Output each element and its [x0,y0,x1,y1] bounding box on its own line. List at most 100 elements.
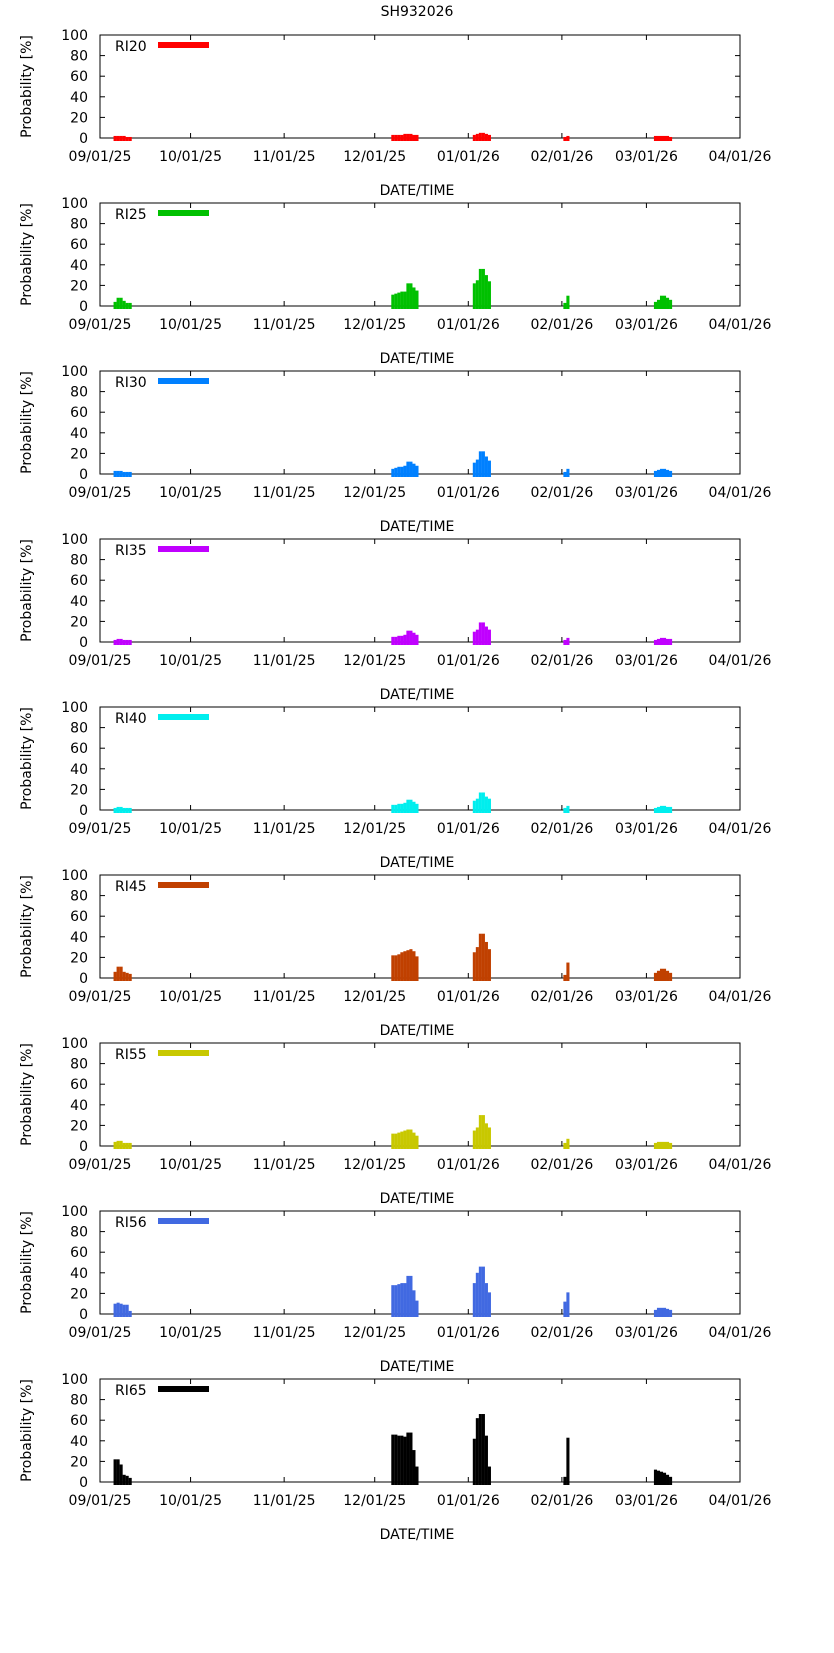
bar-ri55 [113,1141,117,1149]
bar-ri25 [391,294,395,309]
bar-ri25 [659,295,664,309]
bar-ri25 [406,283,410,309]
y-axis-label: Probability [%] [19,875,35,978]
y-axis-label: Probability [%] [19,1043,35,1146]
x-tick-label: 02/01/26 [530,653,593,669]
bar-ri30 [403,465,407,477]
bar-ri56 [484,1283,488,1317]
y-tick-label: 0 [79,467,88,483]
y-tick-label: 80 [70,889,88,905]
x-axis-label: DATE/TIME [380,1527,455,1543]
bar-ri56 [669,1309,673,1317]
y-tick-label: 100 [61,1204,88,1220]
bar-ri56 [122,1304,126,1317]
bar-ri65 [487,1466,491,1485]
bar-ri25 [662,295,667,309]
y-tick-label: 100 [61,28,88,44]
x-tick-label: 02/01/26 [530,821,593,837]
x-tick-label: 10/01/25 [159,653,222,669]
bar-ri25 [409,283,413,309]
x-tick-label: 01/01/26 [437,149,500,165]
bar-ri20 [472,134,476,141]
bar-ri35 [484,626,488,645]
bar-ri35 [412,632,416,645]
y-tick-label: 20 [70,614,88,630]
bar-ri65 [666,1474,670,1485]
bar-ri25 [400,291,404,309]
plot-frame [99,1042,741,1147]
bar-ri35 [113,639,117,645]
bar-ri40 [415,803,419,813]
x-tick-label: 04/01/26 [709,149,772,165]
y-tick-label: 80 [70,553,88,569]
panel-ri30: 0 20 40 60 80 100 09/01/25 10/01/25 11/01/25 12/0… [19,364,772,535]
x-tick-label: 01/01/26 [437,1325,500,1341]
chart-panels: 0 20 40 60 80 100 09/01/25 10/01/25 11/01/25 12/0… [19,28,772,1543]
bar-ri25 [116,297,120,309]
bar-ri35 [481,622,485,645]
x-tick-label: 12/01/25 [343,821,406,837]
y-tick-label: 0 [79,1139,88,1155]
bar-ri25 [394,293,398,309]
bar-ri20 [662,135,667,141]
bar-ri25 [653,301,658,309]
y-axis-label: Probability [%] [19,1211,35,1314]
x-tick-label: 03/01/26 [615,485,678,501]
bar-ri45 [409,949,413,981]
bar-ri25 [397,292,401,309]
x-tick-label: 03/01/26 [615,821,678,837]
bar-ri35 [669,638,673,645]
bar-ri20 [400,134,404,141]
bar-ri65 [400,1435,404,1485]
bar-ri20 [403,133,407,141]
bar-ri30 [481,451,485,477]
x-tick-label: 03/01/26 [615,149,678,165]
bar-ri45 [662,968,667,981]
bar-ri56 [400,1283,404,1317]
bar-ri65 [659,1471,664,1485]
bar-ri35 [415,634,419,645]
x-tick-label: 10/01/25 [159,485,222,501]
y-tick-label: 40 [70,426,88,442]
x-tick-label: 01/01/26 [437,653,500,669]
y-tick-label: 80 [70,217,88,233]
legend-label: RI35 [115,543,147,559]
bar-ri25 [478,268,482,309]
x-tick-label: 03/01/26 [615,653,678,669]
y-tick-label: 60 [70,1413,88,1429]
y-tick-label: 40 [70,1098,88,1114]
bar-ri45 [475,947,479,981]
bar-ri55 [403,1130,407,1149]
panel-ri40: 0 20 40 60 80 100 09/01/25 10/01/25 11/01/25 12/0… [19,700,772,871]
bar-ri55 [412,1132,416,1149]
x-tick-label: 03/01/26 [615,989,678,1005]
y-tick-label: 40 [70,762,88,778]
x-tick-label: 12/01/25 [343,1325,406,1341]
x-tick-label: 01/01/26 [437,317,500,333]
x-tick-label: 04/01/26 [709,317,772,333]
bar-ri65 [566,1437,570,1485]
x-tick-label: 04/01/26 [709,821,772,837]
y-tick-label: 60 [70,741,88,757]
y-axis-label: Probability [%] [19,707,35,810]
bar-ri20 [415,134,419,141]
bar-ri65 [484,1435,488,1485]
bar-ri65 [475,1418,479,1485]
bar-ri56 [403,1283,407,1317]
bar-ri45 [125,972,129,981]
bar-ri45 [128,973,132,981]
bar-ri65 [113,1459,117,1485]
plot-frame [99,1378,741,1483]
bar-ri65 [563,1476,567,1485]
bar-ri25 [484,275,488,309]
legend-label: RI40 [115,711,147,727]
y-axis-label: Probability [%] [19,1379,35,1482]
x-axis-label: DATE/TIME [380,687,455,703]
panel-ri35: 0 20 40 60 80 100 09/01/25 10/01/25 11/01/25 12/0… [19,532,772,703]
bar-ri35 [116,638,120,645]
x-tick-label: 02/01/26 [530,317,593,333]
x-tick-label: 03/01/26 [615,1493,678,1509]
x-tick-label: 09/01/25 [69,1325,132,1341]
x-tick-label: 09/01/25 [69,1157,132,1173]
bar-ri55 [415,1135,419,1149]
